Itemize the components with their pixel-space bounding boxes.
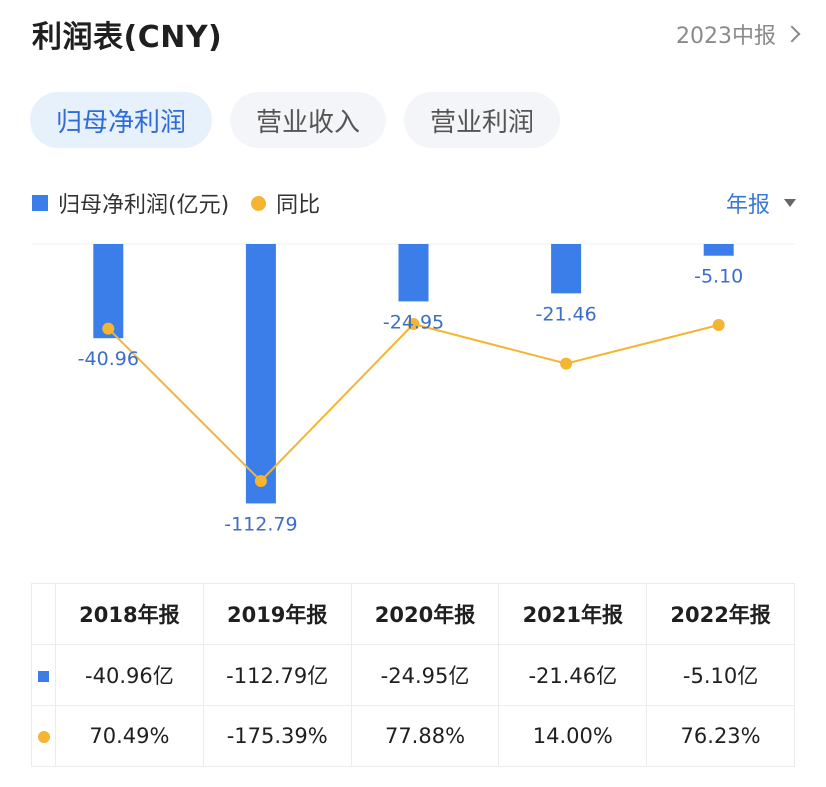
yoy-point <box>712 319 725 332</box>
table-header-cell: 2022年报 <box>646 583 795 645</box>
profit-chart: -40.96 -112.79 -24.95 -21.46 -5.10 <box>32 243 795 535</box>
table-cell: 76.23% <box>646 705 795 767</box>
table-cell: -21.46亿 <box>498 644 648 706</box>
legend-bar: 归母净利润(亿元) <box>32 187 229 219</box>
line-legend-dot-icon <box>251 195 267 211</box>
bar <box>245 244 276 504</box>
tab-revenue[interactable]: 营业收入 <box>230 92 387 148</box>
legend-line-label: 同比 <box>276 193 321 218</box>
bar-value-label: -112.79 <box>224 513 297 535</box>
tab-net-profit[interactable]: 归母净利润 <box>30 92 213 148</box>
table-row-yoy: 70.49% -175.39% 77.88% 14.00% 76.23% <box>31 705 795 767</box>
page-title: 利润表(CNY) <box>32 20 223 55</box>
yoy-point <box>560 357 573 370</box>
table-cell: 14.00% <box>498 705 648 767</box>
table-header-cell: 2020年报 <box>350 583 500 645</box>
chart-legend: 归母净利润(亿元) 同比 年报 <box>32 186 796 220</box>
bar-value-label: -5.10 <box>694 266 743 288</box>
caret-down-icon <box>784 199 796 207</box>
yoy-point <box>407 318 420 330</box>
report-type-dropdown[interactable]: 年报 <box>726 187 796 219</box>
period-selector[interactable]: 2023中报 <box>676 18 801 50</box>
table-cell: 77.88% <box>350 705 500 767</box>
tab-operating-profit[interactable]: 营业利润 <box>404 92 561 148</box>
table-cell: -112.79亿 <box>202 644 352 706</box>
yoy-point <box>254 475 267 487</box>
table-row-profit: -40.96亿 -112.79亿 -24.95亿 -21.46亿 -5.10亿 <box>31 644 795 706</box>
table-cell: -5.10亿 <box>646 644 795 706</box>
data-table: 2018年报 2019年报 2020年报 2021年报 2022年报 -40.9… <box>31 583 795 767</box>
bar <box>398 244 429 302</box>
chevron-right-icon <box>783 25 801 43</box>
table-cell: -40.96亿 <box>55 644 204 706</box>
table-header-cell: 2018年报 <box>55 583 204 645</box>
profit-row-marker <box>31 644 56 706</box>
report-type-label: 年报 <box>725 193 770 218</box>
bar-value-label: -21.46 <box>535 303 596 325</box>
square-marker-icon <box>38 671 49 682</box>
legend-line: 同比 <box>251 187 320 219</box>
yoy-line <box>107 322 719 483</box>
table-cell: 70.49% <box>55 705 204 767</box>
legend-bar-label: 归母净利润(亿元) <box>58 193 230 218</box>
dot-marker-icon <box>37 731 50 743</box>
table-corner-cell <box>31 583 56 645</box>
metric-tabs: 归母净利润 营业收入 营业利润 <box>30 92 561 148</box>
header: 利润表(CNY) 2023中报 <box>32 12 801 56</box>
table-header-cell: 2021年报 <box>498 583 648 645</box>
yoy-row-marker <box>31 705 56 767</box>
bar <box>93 244 124 339</box>
bar <box>703 244 734 256</box>
period-label: 2023中报 <box>676 24 776 49</box>
bar-value-label: -24.95 <box>383 311 444 333</box>
bar <box>551 244 582 294</box>
table-cell: -24.95亿 <box>350 644 500 706</box>
table-header-row: 2018年报 2019年报 2020年报 2021年报 2022年报 <box>31 583 795 645</box>
table-header-cell: 2019年报 <box>202 583 352 645</box>
bar-legend-square-icon <box>32 195 48 211</box>
yoy-point <box>102 322 115 335</box>
table-cell: -175.39% <box>202 705 352 767</box>
bar-value-label: -40.96 <box>78 348 139 370</box>
